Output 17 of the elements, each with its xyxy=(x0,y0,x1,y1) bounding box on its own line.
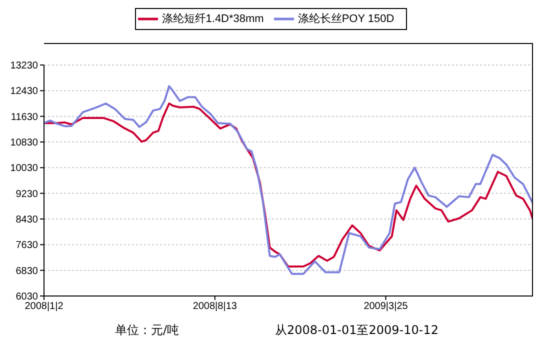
text: 从2008-01-01至2009-10-12 xyxy=(275,322,438,339)
y-tick-label: 12430 xyxy=(10,86,38,98)
y-tick-label: 9230 xyxy=(16,188,38,200)
y-tick-label: 7630 xyxy=(16,240,38,252)
x-tick-label: 2008|8|13 xyxy=(192,301,238,312)
legend-label: 涤纶短纤1.4D*38mm xyxy=(162,12,264,25)
text: 单位：元/吨 xyxy=(115,322,180,339)
y-tick-label: 10830 xyxy=(10,138,38,149)
legend-label: 涤纶长丝POY 150D xyxy=(298,12,394,25)
y-tick-label: 11630 xyxy=(10,112,38,123)
y-tick-label: 6030 xyxy=(16,292,38,303)
x-tick-label: 2008|1|2 xyxy=(24,301,64,312)
y-tick-label: 8430 xyxy=(16,214,38,226)
y-tick-label: 6830 xyxy=(16,266,38,277)
y-tick-label: 13230 xyxy=(10,60,38,72)
y-tick-label: 10030 xyxy=(10,163,38,174)
x-tick-label: 2009|3|25 xyxy=(364,301,408,312)
